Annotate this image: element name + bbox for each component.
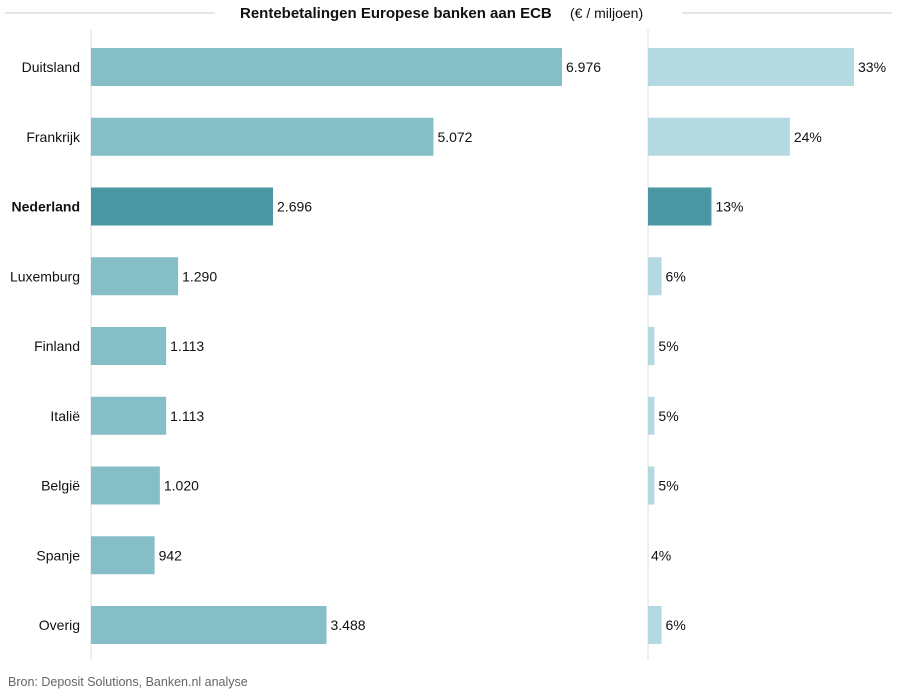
value-label: 6.976 [566, 59, 601, 75]
share-label: 5% [658, 478, 678, 494]
share-label: 33% [858, 59, 886, 75]
share-label: 4% [651, 547, 671, 563]
category-label: Frankrijk [26, 129, 81, 145]
value-bar [91, 48, 562, 86]
value-bar [91, 606, 327, 644]
share-bar [648, 327, 655, 365]
share-label: 24% [794, 129, 822, 145]
value-label: 1.290 [182, 268, 217, 284]
share-bar [648, 396, 655, 435]
share-bar [648, 187, 712, 226]
category-label: Finland [34, 338, 80, 354]
share-bar [648, 117, 790, 156]
share-bar [648, 257, 662, 296]
value-label: 942 [159, 547, 183, 563]
category-label: Nederland [12, 199, 80, 215]
share-label: 6% [666, 617, 686, 633]
value-bar [91, 257, 179, 296]
source-note: Bron: Deposit Solutions, Banken.nl analy… [8, 675, 248, 689]
value-label: 1.113 [170, 408, 204, 424]
category-label: Luxemburg [10, 268, 80, 284]
share-label: 6% [666, 268, 686, 284]
chart-title: Rentebetalingen Europese banken aan ECB [240, 5, 552, 22]
value-label: 1.020 [164, 478, 199, 494]
value-bar [91, 536, 155, 575]
category-label: Duitsland [22, 59, 80, 75]
value-label: 2.696 [277, 199, 312, 215]
share-bar [648, 606, 662, 644]
category-label: Overig [39, 617, 80, 633]
category-label: Spanje [36, 547, 80, 563]
value-label: 1.113 [170, 338, 204, 354]
share-bar [648, 48, 854, 86]
value-bar [91, 187, 274, 226]
share-label: 13% [715, 199, 743, 215]
value-label: 3.488 [331, 617, 366, 633]
value-bar [91, 396, 167, 435]
value-bar [91, 466, 160, 505]
chart-subtitle: (€ / miljoen) [570, 5, 643, 21]
category-label: België [41, 478, 80, 494]
category-label: Italië [50, 408, 80, 424]
value-bar [91, 327, 167, 365]
share-label: 5% [658, 338, 678, 354]
value-label: 5.072 [437, 129, 472, 145]
value-bar [91, 117, 434, 156]
share-bar [648, 466, 655, 505]
share-label: 5% [658, 408, 678, 424]
